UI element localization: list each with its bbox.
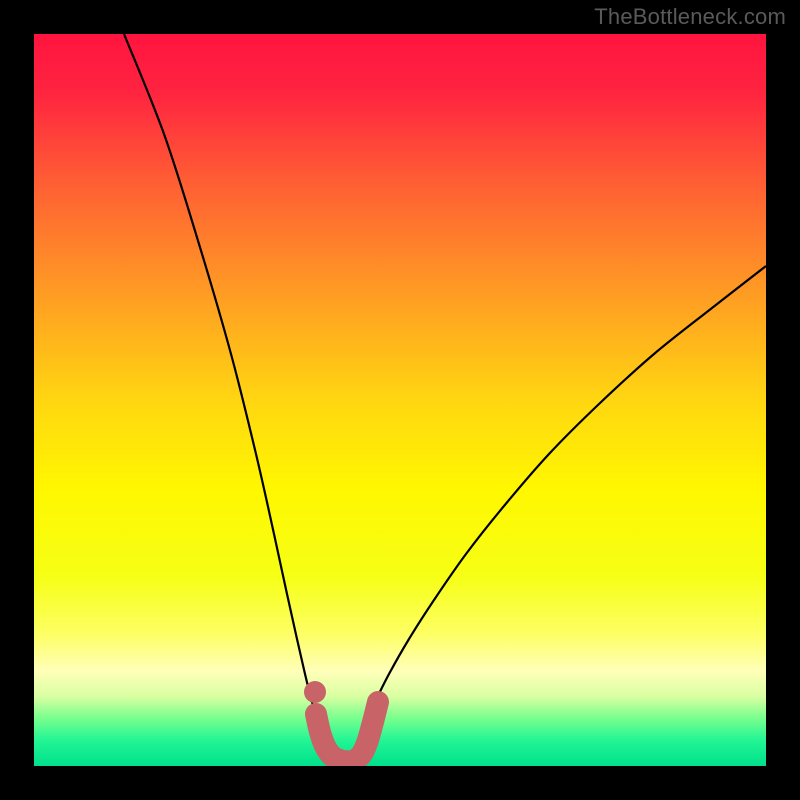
watermark-text: TheBottleneck.com bbox=[594, 4, 786, 30]
bottleneck-curve bbox=[34, 34, 766, 766]
plot-area bbox=[34, 34, 766, 766]
chart-frame: TheBottleneck.com bbox=[0, 0, 800, 800]
